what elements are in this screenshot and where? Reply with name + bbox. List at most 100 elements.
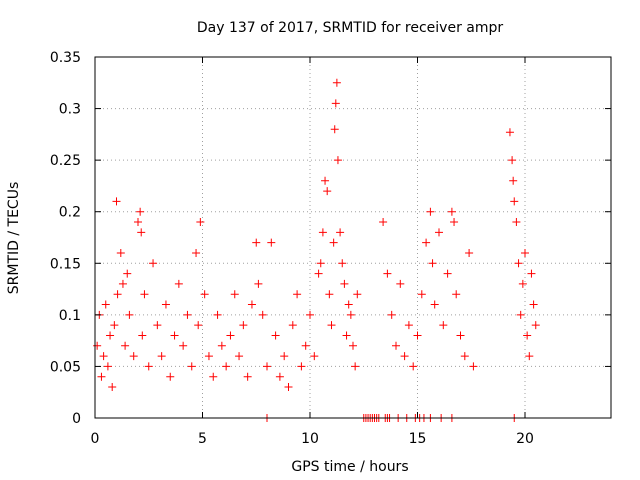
- data-point: [125, 310, 134, 319]
- data-point: [252, 238, 261, 247]
- data-point: [318, 228, 327, 237]
- data-point: [239, 321, 248, 330]
- data-point: [314, 269, 323, 278]
- data-point: [465, 248, 474, 257]
- data-point: [344, 300, 353, 309]
- axis-ticks: [94, 56, 611, 419]
- data-point: [426, 207, 435, 216]
- data-point: [97, 372, 106, 381]
- data-point: [217, 341, 226, 350]
- data-point: [450, 218, 459, 227]
- data-point: [529, 300, 538, 309]
- data-point: [144, 362, 153, 371]
- data-point: [332, 78, 341, 87]
- data-point: [353, 290, 362, 299]
- data-point: [149, 259, 158, 268]
- data-point: [443, 269, 452, 278]
- data-point: [284, 383, 293, 392]
- y-tick-label: 0.15: [50, 256, 81, 272]
- data-point: [174, 279, 183, 288]
- data-point: [527, 269, 536, 278]
- data-point: [316, 259, 325, 268]
- data-point: [306, 310, 314, 319]
- data-point: [179, 341, 188, 350]
- data-point: [331, 99, 340, 108]
- x-tick-label: 20: [516, 431, 534, 447]
- data-point: [194, 321, 203, 330]
- data-point: [400, 352, 409, 361]
- data-point: [417, 290, 426, 299]
- data-point: [452, 290, 461, 299]
- data-point: [518, 279, 527, 288]
- data-point: [342, 331, 351, 340]
- data-point: [404, 321, 413, 330]
- data-point: [392, 341, 400, 350]
- data-point: [103, 362, 112, 371]
- data-point: [263, 362, 271, 371]
- data-point: [505, 128, 514, 137]
- data-point: [447, 207, 456, 216]
- data-point: [138, 331, 147, 340]
- data-point: [166, 372, 175, 381]
- data-point: [101, 300, 110, 309]
- data-point: [129, 352, 138, 361]
- data-point: [323, 187, 332, 196]
- data-point: [209, 372, 218, 381]
- data-point: [510, 197, 519, 206]
- data-point: [288, 321, 297, 330]
- data-point: [383, 269, 392, 278]
- data-point: [329, 238, 338, 247]
- data-point: [516, 310, 525, 319]
- data-point: [93, 341, 102, 350]
- data-point: [275, 372, 284, 381]
- data-point: [514, 259, 523, 268]
- data-point: [110, 321, 119, 330]
- data-point: [293, 290, 302, 299]
- data-point: [460, 352, 469, 361]
- data-point: [310, 352, 319, 361]
- data-point: [280, 352, 289, 361]
- data-point: [170, 331, 179, 340]
- data-point: [213, 310, 222, 319]
- x-tick-label: 10: [301, 431, 319, 447]
- data-point: [226, 331, 235, 340]
- data-point: [235, 352, 244, 361]
- y-tick-label: 0.2: [59, 205, 81, 221]
- data-point: [379, 218, 388, 227]
- data-point: [338, 259, 347, 268]
- data-point: [222, 362, 231, 371]
- data-point: [99, 352, 108, 361]
- data-point: [116, 248, 125, 257]
- data-point: [204, 352, 213, 361]
- data-point: [435, 228, 443, 237]
- data-point: [349, 341, 357, 350]
- data-point: [118, 279, 127, 288]
- data-point: [523, 331, 532, 340]
- y-tick-label: 0.05: [50, 359, 81, 375]
- data-point: [422, 238, 431, 247]
- data-point: [108, 383, 117, 392]
- data-point: [340, 279, 349, 288]
- data-point: [456, 331, 465, 340]
- data-point: [297, 362, 306, 371]
- data-point: [153, 321, 162, 330]
- y-tick-labels: 0 0.05 0.1 0.15 0.2 0.25 0.3 0.35: [50, 50, 81, 427]
- data-point: [161, 300, 170, 309]
- data-point: [330, 125, 339, 134]
- data-point: [247, 300, 256, 309]
- data-point: [157, 352, 166, 361]
- data-point: [327, 321, 336, 330]
- data-point: [196, 218, 205, 227]
- data-point: [333, 156, 342, 165]
- data-point: [230, 290, 239, 299]
- data-point: [325, 290, 334, 299]
- data-point: [525, 352, 534, 361]
- data-point: [396, 279, 405, 288]
- data-point: [521, 248, 529, 257]
- data-point: [136, 207, 145, 216]
- data-point: [254, 279, 263, 288]
- data-point: [428, 259, 437, 268]
- data-point: [439, 321, 448, 330]
- chart-title: Day 137 of 2017, SRMTID for receiver amp…: [197, 20, 504, 36]
